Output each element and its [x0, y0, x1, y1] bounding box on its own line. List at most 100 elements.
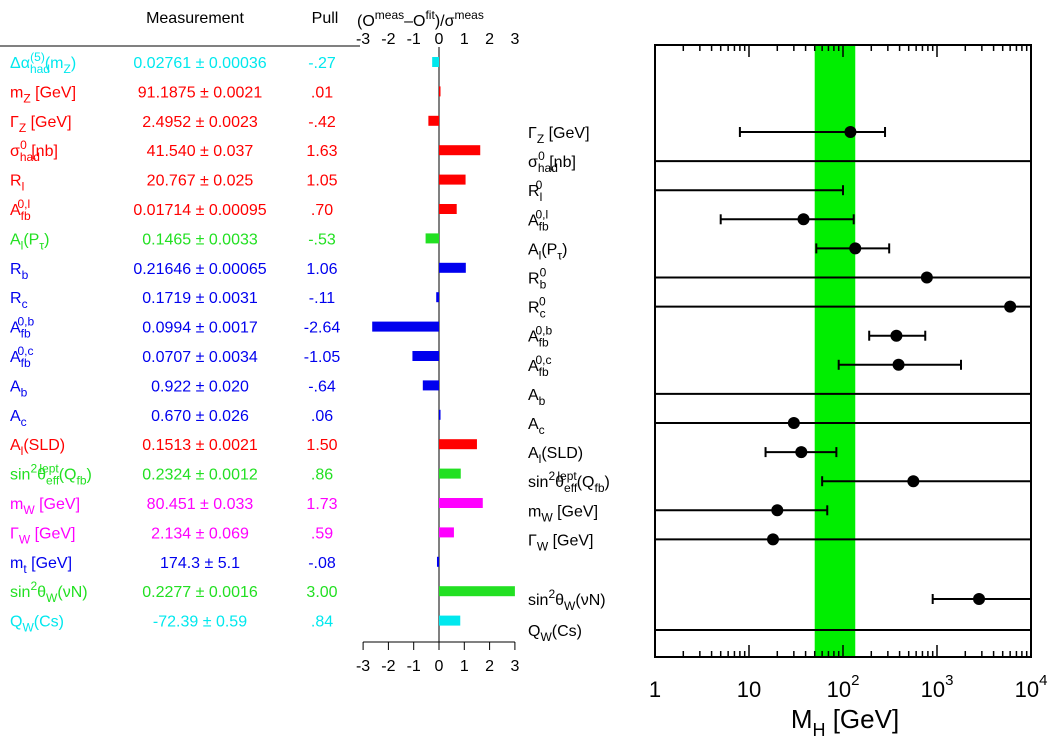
pull-bar — [439, 174, 466, 185]
pull-value: .06 — [311, 408, 333, 425]
pull-bar — [439, 498, 483, 508]
measurement-label: Rl​ — [10, 173, 24, 194]
measurement-label: Δαhad(5)(mZ) — [10, 50, 76, 76]
measurement-row: ΓW [GeV] 2.134 ± 0.069 .59 — [10, 525, 454, 546]
measurement-label: mt [GeV] — [10, 555, 72, 576]
mh-row-label: Afb0,c​ — [528, 353, 552, 379]
measurement-row: Al(Pτ) 0.1465 ± 0.0033 -.53 — [10, 231, 439, 252]
pull-axis-bottom-tick-label: 1 — [460, 658, 469, 675]
measurement-label: Al(SLD) — [10, 437, 65, 458]
pull-bar — [439, 439, 477, 450]
higgs-mass-panel: 1 10 102 103 104 MH [GeV] ΓZ [GeV] σhad0 [nb] Rl… — [528, 44, 1048, 740]
pull-axis-bottom-tick-label: 0 — [435, 658, 444, 675]
x-tick-label: 104 — [1015, 672, 1048, 702]
measurement-row: mt [GeV] 174.3 ± 5.1 -.08 — [10, 555, 439, 576]
measurement-value: 80.451 ± 0.033 — [147, 496, 254, 513]
x-tick-label: 103 — [921, 672, 954, 702]
mh-constraint-row: Rc0​ — [528, 295, 1031, 321]
mh-row-label: Rc0​ — [528, 295, 546, 321]
pull-value: -.08 — [308, 555, 336, 572]
measurement-value: 0.21646 ± 0.00065 — [133, 261, 266, 278]
pull-value: .84 — [311, 614, 333, 631]
mh-constraint-row: sin2θW(νN) — [528, 587, 1031, 613]
measurement-label: sin2θW(νN) — [10, 579, 88, 605]
pull-bar — [439, 527, 454, 538]
measurement-row: mZ [GeV] 91.1875 ± 0.0021 .01 — [10, 84, 441, 105]
pull-bar — [439, 615, 461, 626]
x-tick-label: 1 — [649, 677, 661, 702]
mh-row-label: Afb0,b​ — [528, 324, 552, 350]
mh-central-value — [1004, 300, 1017, 313]
mh-row-label: ΓW [GeV] — [528, 532, 594, 553]
mh-constraint-row: ΓW [GeV] — [528, 532, 1031, 553]
measurement-value: 0.1719 ± 0.0031 — [142, 290, 258, 307]
pull-bar — [436, 292, 439, 303]
mh-constraint-row: σhad0 [nb] — [528, 149, 1031, 175]
header-pull: Pull — [312, 10, 339, 27]
mh-central-value — [795, 446, 808, 459]
pull-axis-bottom-tick-label: -3 — [356, 658, 370, 675]
measurement-value: 0.2277 ± 0.0016 — [142, 584, 258, 601]
x-tick-label: 102 — [827, 672, 860, 702]
mh-constraint-row: Afb0,l​ — [528, 207, 855, 233]
pull-bar — [439, 468, 461, 479]
measurement-value: 0.02761 ± 0.00036 — [133, 55, 266, 72]
mh-row-label: Ac​ — [528, 416, 545, 437]
mh-row-label: mW [GeV] — [528, 503, 598, 524]
mh-constraint-row: mW [GeV] — [528, 503, 829, 524]
header-pull-expression: (Omeas–Ofit)/σmeas​ — [357, 8, 484, 30]
measurement-row: sin2θefflept(Qfb) 0.2324 ± 0.0012 .86 — [10, 462, 461, 488]
mh-row-label: Rl0​ — [528, 178, 543, 204]
measurement-label: QW(Cs) — [10, 614, 64, 635]
pull-axis-bottom-tick-label: 3 — [510, 658, 519, 675]
pull-axis-bottom-tick-label: -1 — [407, 658, 421, 675]
pull-value: .70 — [311, 202, 333, 219]
measurement-row: QW(Cs) -72.39 ± 0.59 .84 — [10, 614, 461, 635]
pull-axis-top-tick-label: -3 — [356, 31, 370, 48]
mh-central-value — [844, 126, 857, 138]
measurement-label: σhad0 [nb] — [10, 138, 58, 164]
pull-value: .01 — [311, 84, 333, 101]
mh-central-value — [920, 271, 933, 284]
pull-bar — [432, 57, 439, 67]
pull-value: 1.50 — [306, 437, 337, 454]
mh-row-label: sin2θefflept(Qfb) — [528, 469, 610, 495]
mh-row-label: Al(Pτ) — [528, 241, 567, 262]
mh-constraint-row: sin2θefflept(Qfb) — [528, 469, 1031, 495]
measurement-row: ΓZ [GeV] 2.4952 ± 0.0023 -.42 — [10, 114, 439, 135]
measurement-label: ΓW [GeV] — [10, 525, 76, 546]
pull-value: 1.73 — [306, 496, 337, 513]
pull-axis-top-tick-label: -1 — [407, 31, 421, 48]
mh-constraint-row: Ab​ — [528, 387, 1031, 408]
measurement-value: 0.1465 ± 0.0033 — [142, 231, 258, 248]
mh-constraint-row: Al(SLD) — [528, 445, 838, 466]
measurement-row: Afb0,l​ 0.01714 ± 0.00095 .70 — [10, 197, 457, 223]
measurement-value: 0.0707 ± 0.0034 — [142, 349, 258, 366]
mh-row-label: Ab​ — [528, 387, 546, 408]
pull-axis-bottom-tick-label: 2 — [485, 658, 494, 675]
measurement-row: Rc​ 0.1719 ± 0.0031 -.11 — [10, 290, 439, 311]
measurement-value: -72.39 ± 0.59 — [153, 614, 247, 631]
pull-axis-top-tick-label: -2 — [381, 31, 395, 48]
pull-value: -.11 — [309, 290, 335, 307]
measurement-label: mW [GeV] — [10, 496, 80, 517]
x-tick-label: 10 — [737, 677, 761, 702]
mh-central-value — [907, 475, 920, 488]
mh-constraint-row: Ac​ — [528, 416, 1031, 437]
pull-value: -.64 — [308, 378, 336, 395]
measurement-label: Afb0,l​ — [10, 197, 31, 223]
mh-row-label: Afb0,l​ — [528, 207, 549, 233]
pull-bar — [439, 409, 441, 420]
mh-central-value — [787, 417, 800, 429]
measurement-row: Al(SLD) 0.1513 ± 0.0021 1.50 — [10, 437, 477, 458]
mh-central-value — [892, 358, 905, 371]
pull-bar — [436, 556, 439, 567]
pull-value: 3.00 — [306, 584, 337, 601]
measurement-label: Afb0,c​ — [10, 344, 34, 370]
mh-central-value — [973, 593, 986, 605]
pull-bar — [422, 380, 439, 391]
measurement-label: Rc​ — [10, 290, 28, 311]
mh-central-value — [766, 533, 779, 546]
measurement-value: 2.134 ± 0.069 — [151, 525, 249, 542]
